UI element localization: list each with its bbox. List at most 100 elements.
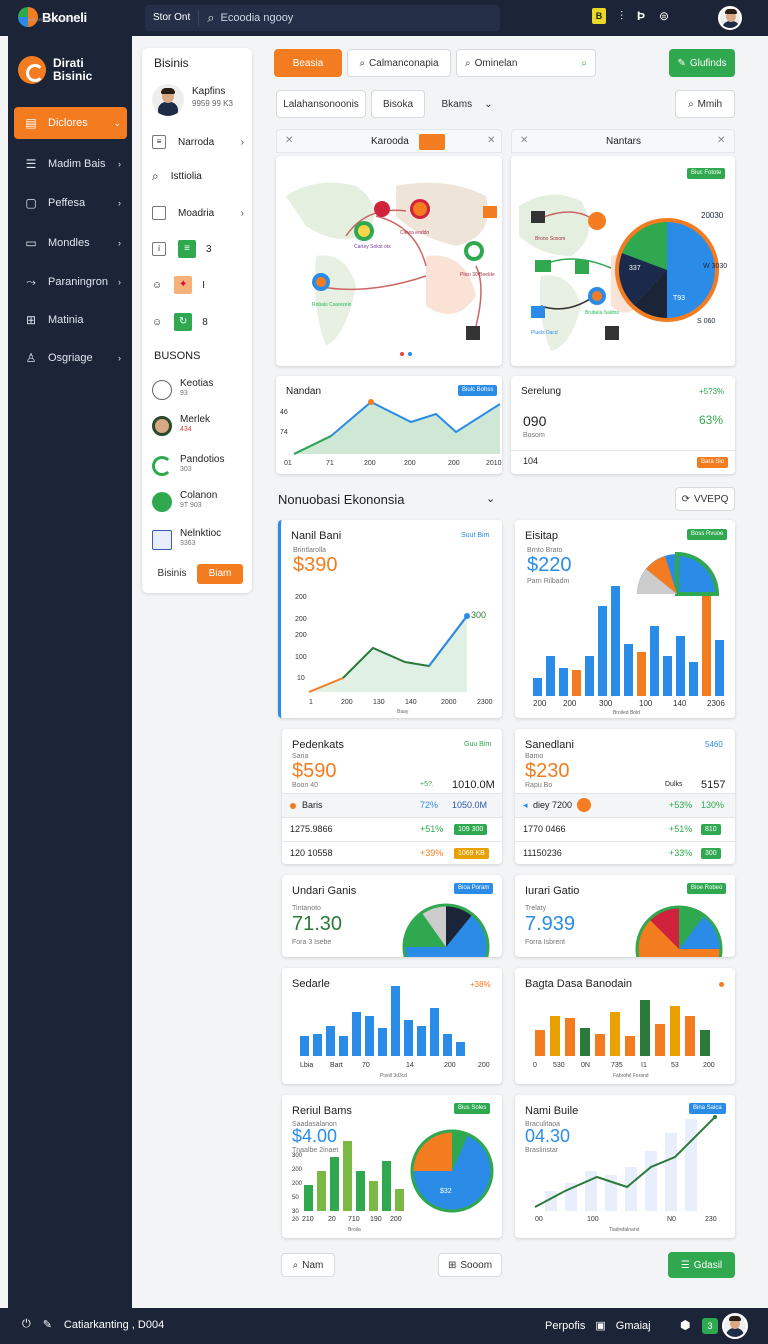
notification-badge[interactable]: 3 <box>702 1318 718 1334</box>
user-avatar[interactable] <box>718 6 742 30</box>
button-label: Mmih <box>697 98 723 110</box>
status-badge: Bara Sio <box>697 457 729 468</box>
sooom-button[interactable]: ⊞ Sooom <box>438 1253 502 1277</box>
bar <box>300 1036 309 1056</box>
panel-row-3[interactable]: i ≡ 3 <box>152 237 244 261</box>
vvepq-button[interactable]: ⟳ VVEPQ <box>675 487 735 511</box>
pie-chart-e[interactable] <box>282 875 502 957</box>
list-item[interactable]: Nelnktioc 3363 <box>152 528 244 558</box>
sidebar-item-matinia[interactable]: ⊞ Matinia <box>14 304 127 336</box>
list-icon: ☰ <box>680 1259 690 1271</box>
notes-icon[interactable]: B <box>592 8 606 24</box>
brand-logo-icon <box>18 7 38 27</box>
panel-row-moadria[interactable]: Moadria › <box>152 201 244 225</box>
line-chart-j[interactable]: 00 100 N0 230 Tiadrefalnand <box>515 1095 735 1238</box>
sidebar-logo[interactable]: Dirati Bisinic <box>18 56 92 84</box>
bar <box>624 644 633 696</box>
table-row[interactable]: 11150236 +33% 300 <box>515 841 735 864</box>
filter-bkams[interactable]: Bkams ⌄ <box>432 90 502 118</box>
panel-row-isttiolia[interactable]: ⌕ Isttiolia <box>152 164 244 188</box>
close-icon[interactable]: ✕ <box>520 135 529 146</box>
table-row[interactable]: 1770 0466 +51% 810 <box>515 817 735 841</box>
row-value: 8 <box>202 316 208 328</box>
panel-row-4[interactable]: ☺ ✦ I <box>152 273 244 297</box>
search-button-1[interactable]: ⌕ Calmanconapia <box>347 49 451 77</box>
map-value: T93 <box>673 295 685 302</box>
footer-link[interactable]: Gmaiaj <box>615 1319 651 1332</box>
beasia-button[interactable]: Beasia <box>274 49 342 77</box>
line-chart-a[interactable]: 300 200 200 200 100 10 1 200 130 140 200… <box>281 520 502 718</box>
panel-row-narroda[interactable]: ≡ Narroda › <box>152 130 244 154</box>
footer-avatar[interactable] <box>722 1313 748 1339</box>
search-button-2[interactable]: ⌕ Mmih <box>675 90 735 118</box>
bar-chart-g[interactable]: Lbia Bart 70 14 200 200 Pisoll 3d3cd <box>282 968 502 1084</box>
close-icon[interactable]: ✕ <box>285 135 294 146</box>
world-map-left[interactable]: Cartey Sokst ots Ciewa eoddo Pliso 30 Be… <box>276 156 502 366</box>
search-icon: ⌕ <box>687 98 694 110</box>
p-icon[interactable]: Þ <box>637 9 646 23</box>
search-input[interactable]: Ecoodia ngooy <box>220 12 294 24</box>
world-map-right[interactable]: Brono Sosom Brubela Saldns Pluels Dacd 2… <box>511 156 735 366</box>
edit-icon[interactable]: ✎ <box>42 1319 52 1331</box>
card-sub: Parn Rilbadm <box>527 578 570 585</box>
bar-chart-b[interactable]: 200 200 300 100 140 2306 Broiled Bold <box>515 520 735 718</box>
pin-icon[interactable]: ⫶ <box>620 8 624 23</box>
bar <box>598 606 607 696</box>
list-item[interactable]: Colanon 9T 903 <box>152 490 244 520</box>
sidebar-item-madim-bais[interactable]: ☰ Madim Bais › <box>14 148 127 180</box>
footer-link[interactable]: Perpofis <box>545 1319 586 1332</box>
panel-row-5[interactable]: ☺ ↻ 8 <box>152 310 244 334</box>
table-row[interactable]: 1275.9866 +51% 109 300 <box>282 817 502 841</box>
sidebar-item-mondles[interactable]: ▭ Mondles › <box>14 227 127 259</box>
settings-icon[interactable]: ⬢ <box>680 1318 691 1332</box>
close-icon[interactable]: ✕ <box>487 135 496 146</box>
glufinds-button[interactable]: ✎ Glufinds <box>669 49 735 77</box>
map-label: Cartey Sokst ots <box>354 244 391 250</box>
map-left-tabbar: ✕ Karooda ✕ <box>276 129 502 153</box>
bar-chart-h[interactable]: 0 530 0N 735 I1 53 200 Fabrofel Forand <box>515 968 735 1084</box>
gdasil-button[interactable]: ☰ Gdasil <box>668 1252 735 1278</box>
row-pct: 72% <box>420 800 439 810</box>
profile-card[interactable]: Kapfins 9959 99 K3 <box>152 84 244 120</box>
card-value: 7.939 <box>525 913 576 935</box>
search-scope[interactable]: Stor Ont <box>145 10 200 26</box>
nam-button[interactable]: ⌕ Nam <box>281 1253 335 1277</box>
list-item[interactable]: Merlek 434 <box>152 414 244 444</box>
tab-karooda[interactable]: Karooda <box>371 136 409 147</box>
table-row[interactable]: Baris 72% 1050.0M <box>282 793 502 817</box>
table-row[interactable]: ◂ diey 7200 +53% 130% <box>515 793 735 817</box>
power-icon[interactable]: ⏻ <box>22 1318 31 1330</box>
combo-chart-i[interactable]: $32 300 200 200 50 30 20 210 20 710 190 … <box>282 1095 502 1238</box>
tab-indicator <box>419 134 445 150</box>
list-name: Colanon <box>180 490 218 501</box>
tab-nantars[interactable]: Nantars <box>606 136 642 147</box>
sidebar-item-paraningron[interactable]: ⤳ Paraningron › <box>14 266 127 298</box>
global-search[interactable]: Stor Ont ⌕ Ecoodia ngooy <box>145 5 500 31</box>
y-tick: 20 <box>292 1217 299 1223</box>
list-sub: 93 <box>180 390 188 397</box>
chevron-down-icon[interactable]: ⌄ <box>486 493 496 505</box>
card-tag: Guu Bim <box>464 741 492 748</box>
document-icon: ▢ <box>25 196 37 210</box>
filter-bisoka[interactable]: Bisoka <box>371 90 425 118</box>
filter-lalahansonoonis[interactable]: Lalahansonoonis <box>276 90 366 118</box>
business-button[interactable]: Bisinis <box>157 568 187 579</box>
sidebar-item-peffesa[interactable]: ▢ Peffesa › <box>14 187 127 219</box>
refresh-icon: ↻ <box>174 313 193 331</box>
card-sub: Braslinstar <box>525 1147 559 1154</box>
mail-icon[interactable]: ▣ <box>595 1320 606 1332</box>
sidebar-item-osgriage[interactable]: ♙ Osgriage › <box>14 342 127 374</box>
close-icon[interactable]: ✕ <box>717 135 726 146</box>
map-value: 337 <box>629 265 641 272</box>
search-input[interactable]: ⌕ Ominelan ⌕ <box>456 49 596 77</box>
biam-button[interactable]: Biam <box>197 564 243 584</box>
circle-e-icon[interactable]: ⊜ <box>659 9 670 23</box>
pie-chart-f[interactable] <box>515 875 735 957</box>
brand[interactable]: Bkoneli <box>18 7 87 27</box>
line-chart-small[interactable]: 46 74 01 71 200 200 200 2010 <box>276 376 502 474</box>
table-row[interactable]: 120 10558 +39% 1069 KB <box>282 841 502 864</box>
card-title: Serelung <box>521 386 562 397</box>
list-item[interactable]: Keotias 93 <box>152 378 244 408</box>
list-item[interactable]: Pandotios 303 <box>152 454 244 484</box>
sidebar-item-diclores[interactable]: ▤ Diclores ⌄ <box>14 107 127 139</box>
